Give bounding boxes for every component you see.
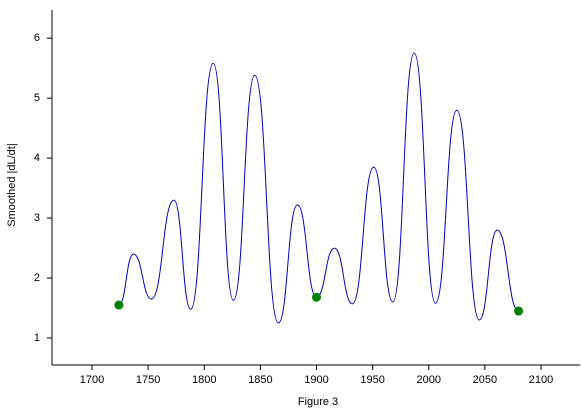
x-tick-label: 1950 (360, 374, 384, 386)
x-tick-label: 1700 (80, 374, 104, 386)
x-tick-label: 2050 (473, 374, 497, 386)
y-tick-label: 4 (34, 152, 40, 164)
x-axis-label: Figure 3 (298, 396, 338, 408)
x-tick-label: 2000 (417, 374, 441, 386)
x-tick-label: 2100 (529, 374, 553, 386)
y-tick-label: 2 (34, 272, 40, 284)
x-tick-label: 1900 (304, 374, 328, 386)
y-tick-label: 3 (34, 212, 40, 224)
x-tick-label: 1800 (192, 374, 216, 386)
x-tick-label: 1750 (136, 374, 160, 386)
marker-point (114, 300, 124, 310)
y-tick-label: 5 (34, 92, 40, 104)
y-axis-label: Smoothed |dL/dt| (6, 143, 18, 226)
x-tick-label: 1850 (248, 374, 272, 386)
marker-point (514, 306, 524, 316)
data-line (118, 52, 519, 324)
y-tick-label: 6 (34, 32, 40, 44)
marker-point (312, 292, 322, 302)
y-tick-label: 1 (34, 332, 40, 344)
